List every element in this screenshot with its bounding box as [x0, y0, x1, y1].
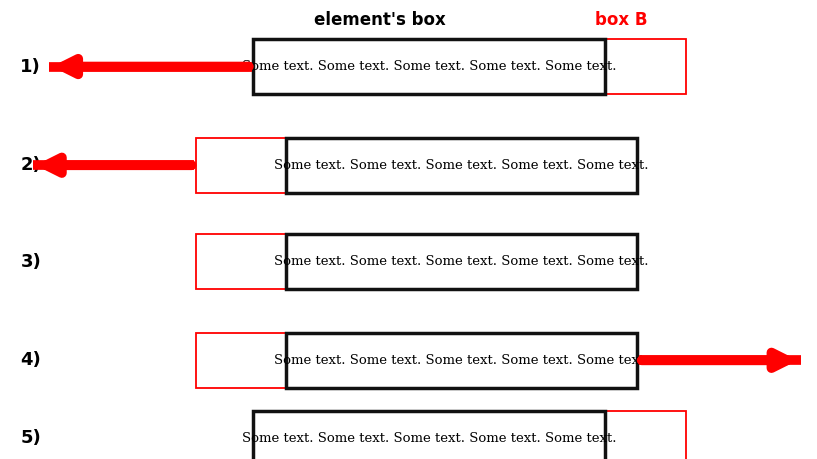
Text: box B: box B: [595, 11, 647, 29]
Text: Some text. Some text. Some text. Some text. Some text.: Some text. Some text. Some text. Some te…: [242, 60, 616, 73]
Text: 2): 2): [20, 156, 41, 174]
Bar: [286, 138, 637, 193]
Text: 4): 4): [20, 351, 41, 369]
Text: Some text. Some text. Some text. Some text. Some text.: Some text. Some text. Some text. Some te…: [275, 255, 649, 268]
Text: Some text. Some text. Some text. Some text. Some text.: Some text. Some text. Some text. Some te…: [275, 159, 649, 172]
Text: 3): 3): [20, 252, 41, 271]
Bar: [286, 234, 637, 289]
Bar: [196, 138, 637, 193]
Bar: [253, 411, 686, 459]
Text: element's box: element's box: [314, 11, 446, 29]
Text: 1): 1): [20, 57, 41, 76]
Bar: [253, 411, 605, 459]
Text: Some text. Some text. Some text. Some text. Some text.: Some text. Some text. Some text. Some te…: [242, 432, 616, 445]
Bar: [196, 333, 637, 388]
Text: 5): 5): [20, 429, 41, 448]
Bar: [253, 39, 605, 94]
Bar: [286, 333, 637, 388]
Text: Some text. Some text. Some text. Some text. Some text.: Some text. Some text. Some text. Some te…: [275, 354, 649, 367]
Bar: [253, 39, 686, 94]
Bar: [196, 234, 458, 289]
